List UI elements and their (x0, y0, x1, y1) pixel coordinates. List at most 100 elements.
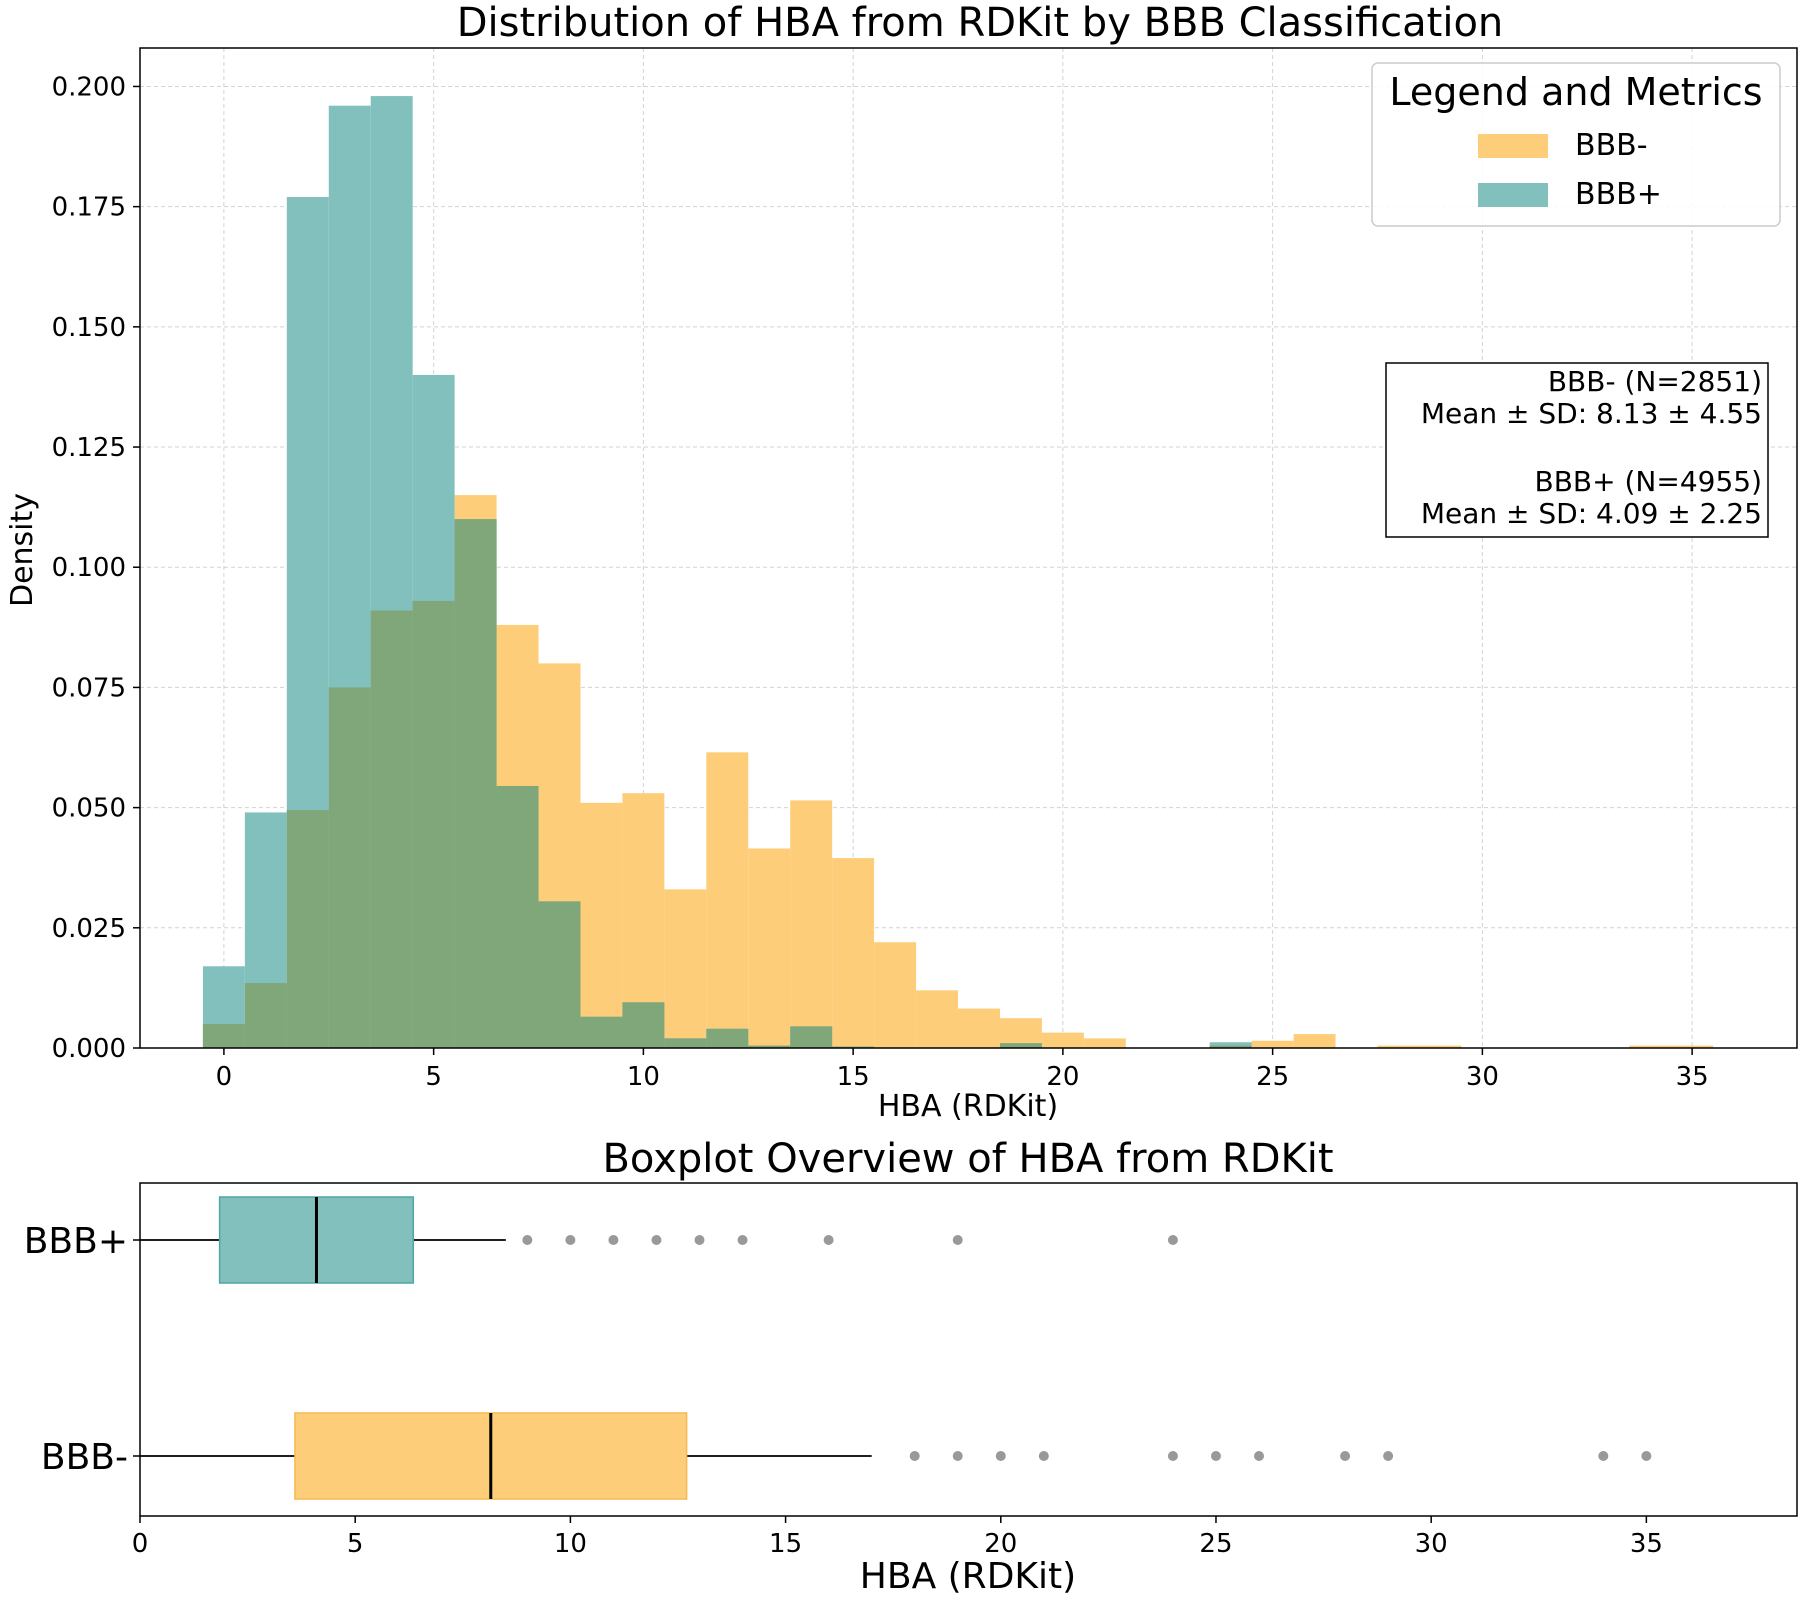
boxplot-y-tick-label-bbb-plus: BBB+ (24, 1221, 128, 1262)
boxplot-boxes (140, 1196, 1652, 1500)
boxplot-x-tick-label: 20 (984, 1529, 1017, 1559)
bar-bbb-minus (1293, 1034, 1336, 1048)
boxplot-panel: Boxplot Overview of HBA from RDKit 0 5 10 1… (24, 1136, 1798, 1597)
outlier-bbb-plus (651, 1235, 662, 1245)
bar-overlap (790, 1026, 833, 1048)
bar-bbb-minus (580, 802, 623, 1048)
bar-overlap (412, 600, 455, 1048)
metrics-line-bbb-minus-n: BBB- (N=2851) (1548, 365, 1762, 398)
bar-overlap (706, 1028, 749, 1048)
bar-bbb-minus (1041, 1032, 1084, 1048)
bar-overlap (286, 810, 329, 1048)
outlier-bbb-plus (608, 1235, 619, 1245)
metrics-line-bbb-minus-mean: Mean ± SD: 8.13 ± 4.55 (1421, 397, 1762, 430)
boxplot-x-tick-label: 15 (769, 1529, 802, 1559)
histogram-y-tick-label: 0.000 (52, 1034, 126, 1064)
outlier-bbb-plus (694, 1235, 705, 1245)
outlier-bbb-minus (995, 1451, 1006, 1461)
outlier-bbb-minus (909, 1451, 920, 1461)
histogram-x-axis-label: HBA (RDKit) (878, 1089, 1058, 1124)
bar-bbb-minus (748, 848, 791, 1048)
outlier-bbb-plus (737, 1235, 748, 1245)
outlier-bbb-minus (1167, 1451, 1178, 1461)
histogram-x-tick-label: 25 (1256, 1062, 1289, 1092)
legend-label-bbb-minus: BBB- (1575, 128, 1648, 163)
bar-overlap (496, 785, 539, 1048)
outlier-bbb-plus (1167, 1235, 1178, 1245)
histogram-x-tick-label: 15 (837, 1062, 870, 1092)
bar-bbb-minus (1377, 1045, 1420, 1048)
bar-overlap (1209, 1045, 1252, 1048)
bar-overlap (580, 1016, 623, 1048)
legend-title: Legend and Metrics (1389, 70, 1762, 114)
boxplot-x-tick-label: 35 (1630, 1529, 1663, 1559)
histogram-y-tick-label: 0.100 (52, 553, 126, 583)
boxplot-y-ticks: BBB+ BBB- (24, 1221, 140, 1478)
metrics-line-bbb-plus-mean: Mean ± SD: 4.09 ± 2.25 (1421, 497, 1762, 530)
boxplot-x-tick-label: 5 (347, 1529, 364, 1559)
bar-bbb-minus (706, 752, 749, 1048)
outlier-bbb-minus (1383, 1451, 1394, 1461)
legend-frame (1371, 62, 1781, 227)
legend-swatch-bbb-plus (1478, 183, 1548, 207)
outlier-bbb-minus (1641, 1451, 1652, 1461)
boxplot-x-tick-label: 25 (1199, 1529, 1232, 1559)
outlier-bbb-plus (565, 1235, 576, 1245)
bar-overlap (328, 687, 371, 1048)
boxplot-title: Boxplot Overview of HBA from RDKit (602, 1136, 1333, 1182)
bar-overlap (244, 983, 287, 1048)
bar-overlap (999, 1043, 1042, 1048)
histogram-x-tick-label: 35 (1676, 1062, 1709, 1092)
histogram-y-axis-label: Density (5, 493, 40, 607)
metrics-frame (1385, 362, 1769, 538)
boxplot-x-ticks: 0 5 10 15 20 25 30 35 (132, 1516, 1663, 1559)
bar-overlap (622, 1002, 665, 1048)
legend: Legend and Metrics BBB- BBB+ (1371, 62, 1781, 227)
bar-bbb-minus (1671, 1045, 1714, 1048)
outlier-bbb-minus (1038, 1451, 1049, 1461)
histogram-plot-frame (139, 47, 1798, 1049)
outlier-bbb-minus (1210, 1451, 1221, 1461)
outlier-bbb-plus (952, 1235, 963, 1245)
bar-overlap (454, 519, 497, 1048)
histogram-y-tick-label: 0.150 (52, 313, 126, 343)
bar-bbb-minus (958, 1008, 1000, 1048)
bar-bbb-minus (1629, 1045, 1672, 1048)
histogram-title: Distribution of HBA from RDKit by BBB Cl… (457, 0, 1504, 46)
histogram-y-ticks: 0.000 0.025 0.050 0.075 0.100 0.125 0.150 0.175… (52, 72, 140, 1064)
legend-label-bbb-plus: BBB+ (1575, 177, 1662, 212)
bar-bbb-plus (1209, 1042, 1252, 1048)
outlier-bbb-plus (823, 1235, 834, 1245)
bar-bbb-minus (832, 858, 875, 1048)
histogram-y-tick-label: 0.200 (52, 72, 126, 102)
histogram-y-tick-label: 0.075 (52, 673, 126, 703)
metrics-line-bbb-plus-n: BBB+ (N=4955) (1535, 465, 1763, 498)
outlier-bbb-minus (1340, 1451, 1351, 1461)
bar-bbb-minus (916, 990, 959, 1048)
bar-overlap (370, 610, 413, 1048)
histogram-x-ticks: 0 5 10 15 20 25 30 35 (216, 1048, 1709, 1092)
legend-swatch-bbb-minus (1478, 134, 1548, 158)
bar-overlap (538, 901, 581, 1048)
bar-bbb-minus (999, 1018, 1042, 1048)
bar-overlap (748, 1045, 791, 1048)
boxplot-x-axis-label: HBA (RDKit) (860, 1556, 1076, 1597)
bar-bbb-minus (874, 942, 917, 1048)
boxplot-x-tick-label: 0 (132, 1529, 149, 1559)
outlier-bbb-minus (1598, 1451, 1609, 1461)
outlier-bbb-plus (522, 1235, 533, 1245)
boxplot-plot-frame (139, 1182, 1798, 1517)
bar-bbb-minus (1083, 1038, 1126, 1048)
outlier-bbb-minus (952, 1451, 963, 1461)
outlier-bbb-minus (1254, 1451, 1265, 1461)
bar-bbb-minus (1251, 1040, 1294, 1048)
histogram-y-tick-label: 0.175 (52, 193, 126, 223)
histogram-x-tick-label: 10 (627, 1062, 660, 1092)
histogram-x-tick-label: 20 (1046, 1062, 1079, 1092)
histogram-y-tick-label: 0.025 (52, 914, 126, 944)
histogram-y-tick-label: 0.050 (52, 794, 126, 824)
histogram-x-tick-label: 30 (1466, 1062, 1499, 1092)
bar-bbb-minus (1419, 1045, 1462, 1048)
metrics-box: BBB- (N=2851) Mean ± SD: 8.13 ± 4.55 BBB… (1385, 362, 1769, 538)
